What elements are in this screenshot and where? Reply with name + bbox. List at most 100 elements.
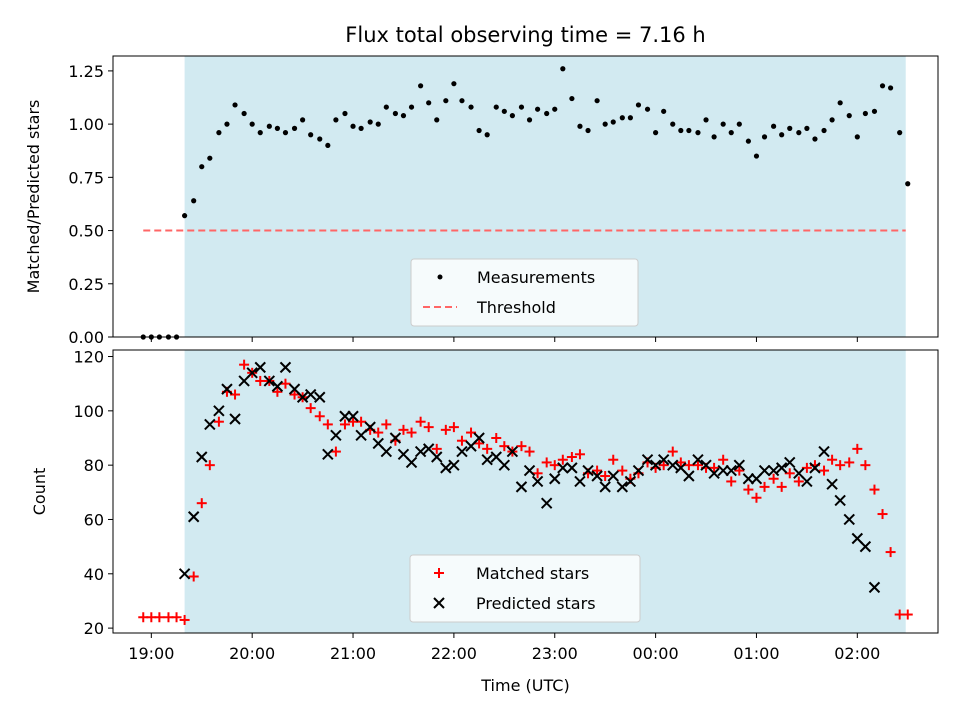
matched-star-point <box>415 416 426 427</box>
predicted-star-point-b <box>834 494 846 507</box>
count-y-axis-label: Count <box>30 468 49 516</box>
legend-predicted-label: Predicted stars <box>476 594 596 613</box>
x-tick-label: 22:00 <box>431 644 477 663</box>
y-tick-label: 100 <box>73 402 104 421</box>
measurement-point <box>829 117 835 123</box>
predicted-star-point-b <box>389 432 402 444</box>
predicted-star-point <box>330 429 342 441</box>
measurement-point <box>745 138 751 144</box>
predicted-star-point <box>801 475 813 488</box>
matched-star-point <box>718 454 729 465</box>
y-tick-label: 40 <box>84 565 104 584</box>
predicted-star-point <box>347 410 359 422</box>
measurement-point <box>392 110 398 117</box>
measurement-point <box>182 213 188 219</box>
matched-star-point <box>289 389 300 400</box>
matched-star-point <box>557 454 568 465</box>
predicted-star-point-b <box>641 454 654 466</box>
predicted-star-point-b <box>355 429 367 441</box>
predicted-star-point <box>683 470 695 482</box>
count-x-ticks: 19:00 20:00 21:00 22:00 23:00 00:00 01:00 02:00 <box>128 633 880 663</box>
predicted-star-point-b <box>304 388 317 401</box>
measurement-point <box>282 130 289 136</box>
ratio-legend-box <box>410 258 639 327</box>
predicted-star-point-b <box>440 462 452 474</box>
predicted-star-point-b <box>405 456 418 469</box>
measurement-point <box>468 104 474 110</box>
measurement-point <box>711 134 717 140</box>
measurement-point <box>308 132 314 138</box>
y-tick-label: 0.00 <box>68 328 104 347</box>
predicted-star-point-b <box>380 445 393 458</box>
measurement-point <box>434 117 440 123</box>
count-legend-box <box>409 554 641 623</box>
predicted-star-point <box>591 470 603 482</box>
matched-star-point <box>255 375 266 386</box>
predicted-star-point-b <box>271 380 284 393</box>
measurement-point <box>695 130 701 136</box>
predicted-star-point <box>582 464 594 477</box>
predicted-star-point-b <box>213 405 225 417</box>
measurement-point <box>501 108 507 114</box>
predicted-star-point <box>498 459 511 471</box>
predicted-star-point-b <box>818 445 830 458</box>
matched-star-point <box>592 465 603 476</box>
matched-star-point <box>902 609 913 620</box>
legend-predicted-marker <box>433 597 445 609</box>
matched-star-point <box>322 419 333 430</box>
predicted-star-point-b <box>414 445 427 458</box>
measurement-point <box>216 130 222 136</box>
predicted-star-point <box>667 459 679 471</box>
count-legend: Matched stars Predicted stars <box>409 554 641 623</box>
matched-star-point <box>154 612 165 623</box>
predicted-star-point <box>304 388 317 401</box>
predicted-star-point-b <box>767 464 780 477</box>
matched-star-point <box>860 460 871 471</box>
predicted-star-point <box>229 413 241 425</box>
measurement-point <box>812 136 818 142</box>
predicted-star-point-b <box>473 432 485 444</box>
predicted-star-point-b <box>758 464 771 477</box>
matched-star-point <box>844 457 855 468</box>
matched-star-point <box>314 411 325 422</box>
measurement-point <box>342 110 348 117</box>
predicted-star-point-b <box>322 448 334 460</box>
predicted-star-point <box>632 464 645 477</box>
predicted-star-point <box>448 459 460 471</box>
measurement-point <box>610 119 616 125</box>
y-tick-label: 0.50 <box>68 222 104 241</box>
predicted-star-point-b <box>531 475 544 488</box>
predicted-star-point-b <box>801 475 813 488</box>
predicted-star-point <box>431 451 443 463</box>
predicted-star-point <box>440 462 452 474</box>
predicted-star-point <box>692 454 704 466</box>
measurement-point <box>493 104 499 110</box>
matched-star-point <box>339 419 350 430</box>
matched-star-point <box>801 462 812 473</box>
predicted-star-point-b <box>347 410 359 422</box>
matched-star-point <box>692 460 703 471</box>
measurement-point <box>761 134 768 140</box>
matched-star-point <box>617 465 628 476</box>
predicted-star-point-b <box>692 454 704 466</box>
measurement-point <box>787 125 793 131</box>
predicted-star-point-b <box>667 459 679 471</box>
measurement-point <box>408 104 415 110</box>
predicted-star-point-b <box>397 448 410 460</box>
matched-star-point <box>204 460 215 471</box>
measurement-point <box>753 153 760 159</box>
predicted-star-point-b <box>314 391 326 403</box>
matched-star-point <box>423 422 434 433</box>
measurement-point <box>443 98 449 104</box>
predicted-star-point <box>540 497 553 509</box>
measurement-point <box>535 106 541 112</box>
measurement-point <box>266 123 272 129</box>
predicted-star-point-b <box>229 413 241 425</box>
predicted-star-point <box>196 451 208 463</box>
measurement-point <box>736 121 742 127</box>
measurement-point <box>854 134 860 140</box>
matched-star-point <box>743 484 754 495</box>
measurement-point <box>484 132 490 138</box>
measurement-point <box>804 125 810 131</box>
predicted-star-point-b <box>868 581 881 594</box>
